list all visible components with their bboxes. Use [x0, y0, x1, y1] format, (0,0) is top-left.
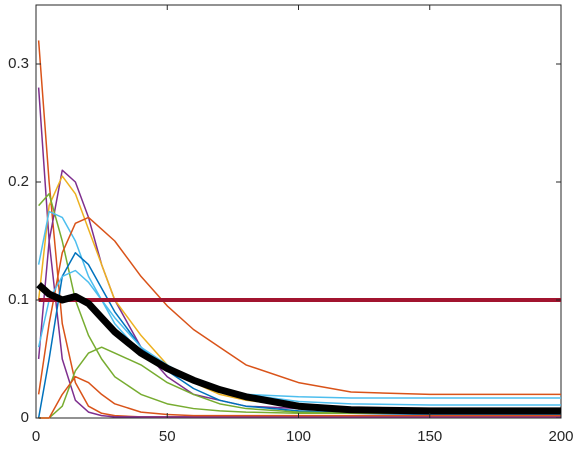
series-line [37, 216, 561, 396]
y-tick-label: 0.1 [8, 291, 29, 308]
series-line [37, 269, 561, 406]
x-tick-label: 50 [159, 428, 176, 445]
x-tick-label: 100 [286, 428, 311, 445]
series-line [37, 87, 561, 418]
y-tick-label: 0.2 [8, 173, 29, 190]
series-line [38, 375, 561, 419]
x-tick-label: 0 [32, 428, 40, 445]
x-tick-label: 200 [548, 428, 573, 445]
series-line [36, 282, 561, 415]
series-line [38, 346, 561, 419]
x-tick-label: 150 [417, 428, 442, 445]
y-tick-label: 0 [21, 409, 29, 426]
plot-frame [35, 4, 562, 419]
y-tick-label: 0.3 [8, 55, 29, 72]
